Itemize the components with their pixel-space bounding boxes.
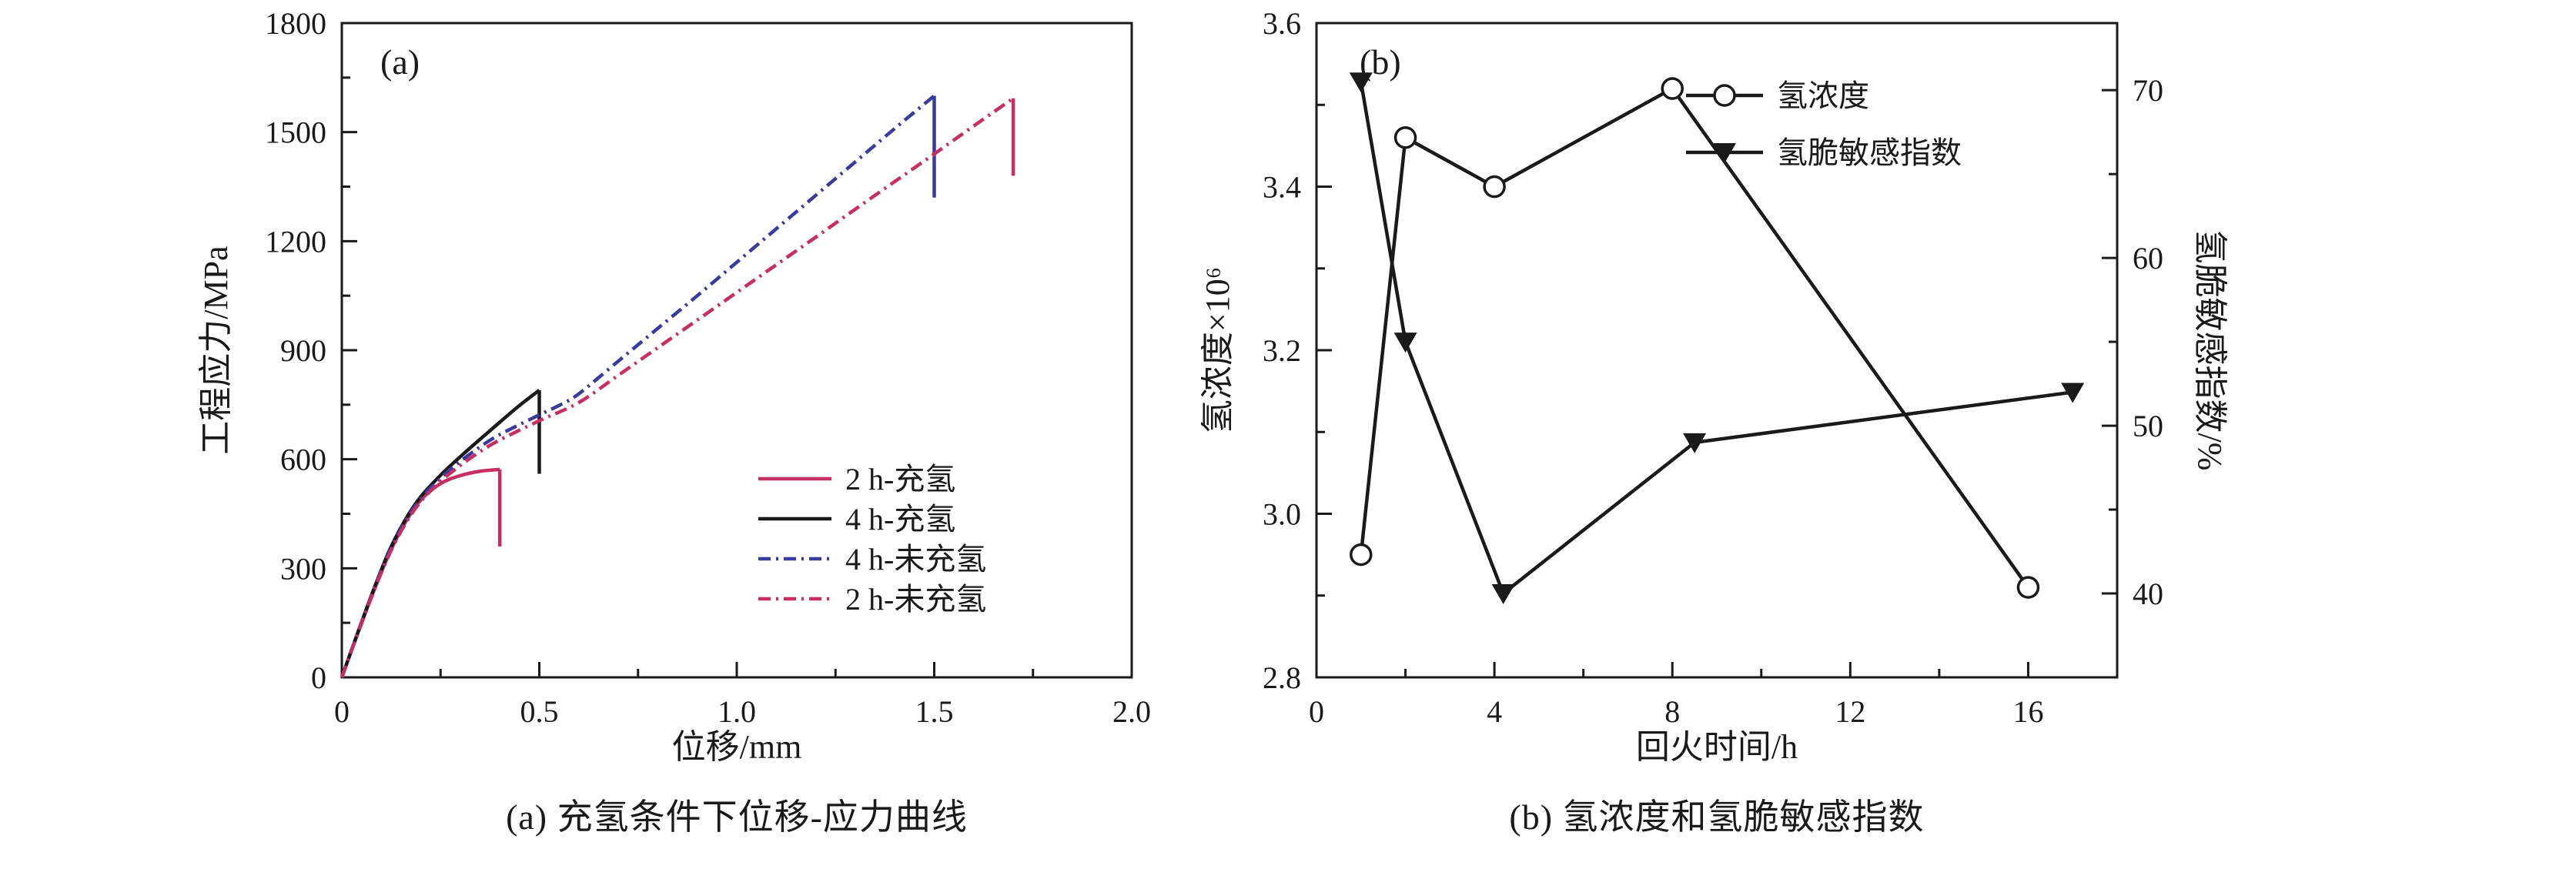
circle-marker [2016,576,2040,599]
triangle-marker [1491,584,1515,605]
chart-a-caption: (a) 充氢条件下位移-应力曲线 [506,797,968,837]
svg-text:3.2: 3.2 [1263,333,1301,368]
circle-marker [1350,543,1373,566]
axes [340,22,1133,679]
svg-text:氢脆敏感指数/%: 氢脆敏感指数/% [2191,230,2229,471]
svg-text:3.0: 3.0 [1263,497,1301,532]
svg-text:70: 70 [2133,73,2163,108]
chart-b-canvas: 0 4 8 12 16 2.8 3.0 3.2 3.4 3.6 40 50 60 70 回火时间/h 氢浓度×… [1201,6,2229,766]
svg-text:1500: 1500 [265,115,326,150]
series-1 [1350,77,2040,599]
svg-text:回火时间/h: 回火时间/h [1636,728,1798,766]
chart-b-caption: (b) 氢浓度和氢脆敏感指数 [1509,797,1925,837]
series-2 [1349,72,2085,605]
triangle-marker [1683,433,1707,453]
svg-text:300: 300 [280,551,326,586]
svg-text:0.5: 0.5 [520,694,559,729]
svg-text:工程应力/MPa: 工程应力/MPa [197,246,235,454]
svg-text:1.5: 1.5 [915,694,954,729]
svg-text:1800: 1800 [265,6,326,41]
legend: 2 h-充氢 4 h-充氢 4 h-未充氢 2 h-未充氢 [758,462,986,617]
svg-text:氢脆敏感指数: 氢脆敏感指数 [1777,135,1962,170]
svg-text:位移/mm: 位移/mm [672,728,802,766]
svg-text:4 h-充氢: 4 h-充氢 [845,502,955,536]
series-1 [340,467,502,678]
svg-text:2.8: 2.8 [1263,660,1301,695]
svg-text:(a): (a) [380,42,420,82]
svg-text:1200: 1200 [265,224,326,259]
svg-text:0: 0 [311,660,326,695]
series-4 [340,96,1015,678]
svg-text:60: 60 [2133,241,2163,276]
chart-a-canvas: 0 0.5 1.0 1.5 2.0 0 300 600 900 1200 1500 1800 位移/mm… [197,6,1151,766]
plot-frame [1315,22,2119,679]
svg-text:3.4: 3.4 [1263,170,1301,205]
series-line [340,96,1015,678]
axes [1315,22,2119,679]
svg-text:4: 4 [1487,694,1502,729]
svg-text:3.6: 3.6 [1263,6,1301,41]
axis-labels: 0 0.5 1.0 1.5 2.0 0 300 600 900 1200 1500 1800 位移/mm… [197,6,1151,766]
svg-text:1.0: 1.0 [718,694,756,729]
circle-marker [1661,77,1684,100]
circle-marker [1713,84,1736,107]
svg-text:0: 0 [1309,694,1324,729]
triangle-marker [1349,72,1373,93]
svg-text:2 h-未充氢: 2 h-未充氢 [845,582,986,617]
svg-text:氢浓度: 氢浓度 [1777,79,1869,113]
svg-text:40: 40 [2133,577,2163,611]
svg-text:2.0: 2.0 [1112,694,1151,729]
circle-marker [1393,126,1417,149]
triangle-marker [1713,143,1736,163]
svg-text:12: 12 [1835,694,1865,729]
svg-text:900: 900 [280,333,326,368]
svg-text:50: 50 [2133,409,2163,443]
svg-text:氢浓度×10⁶: 氢浓度×10⁶ [1201,267,1236,433]
circle-marker [1483,175,1506,199]
svg-text:4 h-未充氢: 4 h-未充氢 [845,542,986,577]
axis-labels: 0 4 8 12 16 2.8 3.0 3.2 3.4 3.6 40 50 60 70 回火时间/h 氢浓度×… [1201,6,2229,766]
series-line [340,467,500,678]
svg-text:0: 0 [334,694,350,729]
triangle-marker [1393,333,1417,353]
svg-text:8: 8 [1664,694,1680,729]
svg-text:2 h-充氢: 2 h-充氢 [845,462,955,496]
svg-text:600: 600 [280,443,326,477]
svg-text:16: 16 [2012,694,2043,729]
series-line [1359,81,2073,597]
triangle-marker [2061,383,2085,403]
